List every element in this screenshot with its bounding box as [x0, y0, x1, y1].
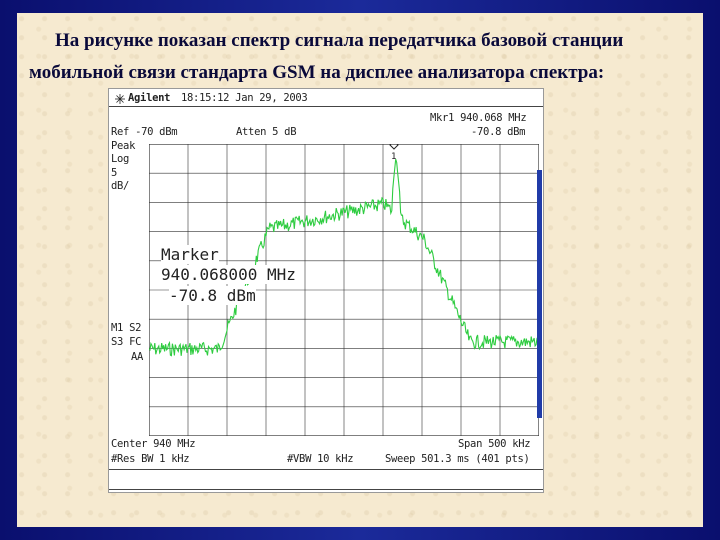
spectrum-trace	[149, 159, 539, 357]
caption-line-1: На рисунке показан спектр сигнала переда…	[55, 30, 624, 51]
detector-label: Peak	[111, 140, 136, 152]
scale-type-label: Log	[111, 153, 130, 165]
marker-number-label: 1	[391, 152, 396, 162]
mode-label-3: AA	[131, 351, 144, 363]
center-frequency-label: Center 940 MHz	[111, 438, 196, 450]
marker-box-level: -70.8 dBm	[169, 286, 256, 305]
ref-level-label: Ref -70 dBm	[111, 126, 178, 138]
scale-value-label: 5	[111, 167, 118, 179]
marker-diamond-icon	[389, 144, 399, 150]
agilent-logo-icon	[115, 94, 125, 104]
span-label: Span 500 kHz	[458, 438, 531, 450]
caption-line-2: мобильной связи стандарта GSM на дисплее…	[29, 62, 605, 83]
sweep-label: Sweep 501.3 ms (401 pts)	[385, 453, 530, 465]
screen-edge-bar	[537, 170, 542, 418]
marker-frequency-readout: Mkr1 940.068 MHz	[430, 112, 527, 124]
res-bw-label: #Res BW 1 kHz	[111, 453, 190, 465]
datetime-label: 18:15:12 Jan 29, 2003	[181, 92, 308, 104]
slide-caption: На рисунке показан спектр сигнала переда…	[29, 25, 689, 89]
spectrum-analyzer-screen: Agilent 18:15:12 Jan 29, 2003 Ref -70 dB…	[108, 88, 544, 493]
mode-label-2: S3 FC	[111, 336, 142, 348]
marker-box-frequency: 940.068000 MHz	[161, 265, 296, 284]
atten-label: Atten 5 dB	[236, 126, 297, 138]
marker-box-title: Marker	[161, 245, 219, 264]
vbw-label: #VBW 10 kHz	[287, 453, 354, 465]
scale-unit-label: dB/	[111, 180, 130, 192]
mode-label-1: M1 S2	[111, 322, 142, 334]
marker-level-readout: -70.8 dBm	[471, 126, 526, 138]
brand-label: Agilent	[128, 92, 171, 104]
